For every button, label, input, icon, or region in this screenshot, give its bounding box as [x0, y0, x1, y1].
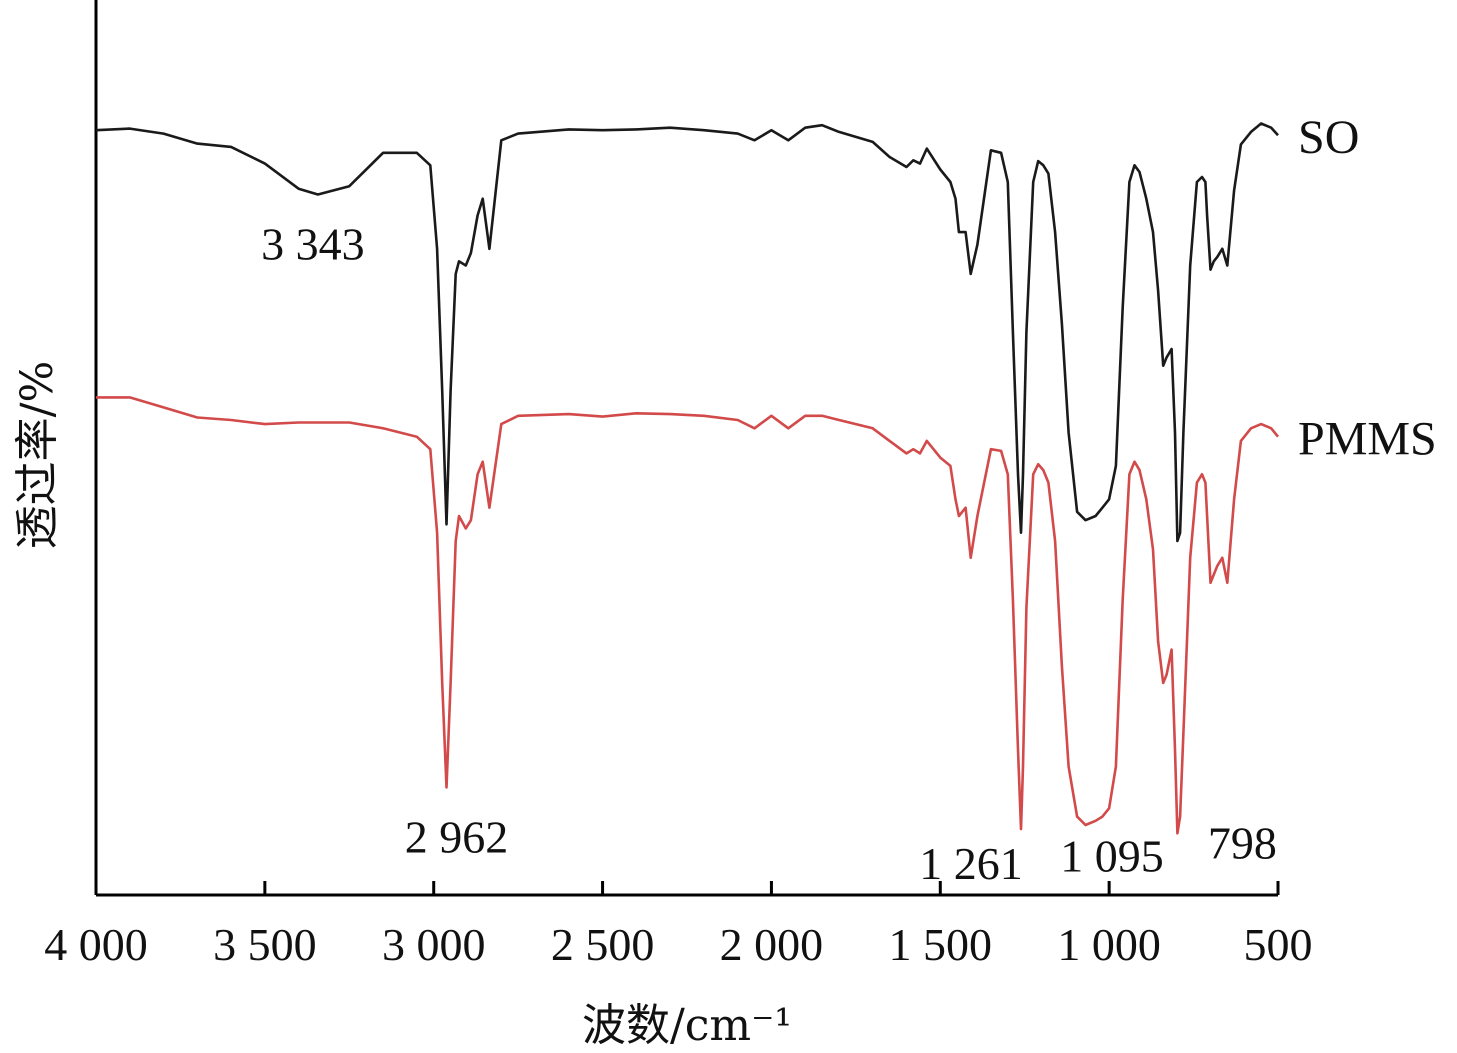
x-tick-label: 3 000 — [382, 919, 486, 970]
y-axis-title: 透过率/% — [12, 361, 63, 550]
series-layer — [95, 122, 1280, 835]
x-tick-label: 4 000 — [44, 919, 148, 970]
x-tick-label: 500 — [1244, 919, 1313, 970]
series-line-pmms — [96, 396, 1280, 835]
x-axis-title: 波数/cm⁻¹ — [582, 1000, 792, 1051]
axes — [94, 0, 1278, 897]
peak-label: 1 261 — [919, 838, 1023, 889]
x-ticks: 4 000 3 500 3 000 2 500 2 000 1 500 1 000 500 — [44, 881, 1313, 970]
x-tick-label: 1 500 — [889, 919, 993, 970]
legend-label-so: SO — [1298, 111, 1359, 164]
peak-label: 1 095 — [1060, 831, 1164, 882]
x-tick-label: 1 000 — [1057, 919, 1161, 970]
series-line-so — [95, 122, 1279, 543]
peak-label: 798 — [1208, 817, 1277, 868]
peak-label: 2 962 — [405, 811, 509, 862]
annotation-layer: 3 343 2 962 1 261 1 095 798 — [261, 219, 1277, 890]
legend-label-pmms: PMMS — [1298, 413, 1437, 466]
x-tick-label: 2 000 — [720, 919, 824, 970]
x-tick-label: 2 500 — [551, 919, 655, 970]
legend-layer: SO PMMS — [1298, 111, 1437, 465]
peak-label: 3 343 — [261, 219, 365, 270]
x-tick-label: 3 500 — [213, 919, 317, 970]
